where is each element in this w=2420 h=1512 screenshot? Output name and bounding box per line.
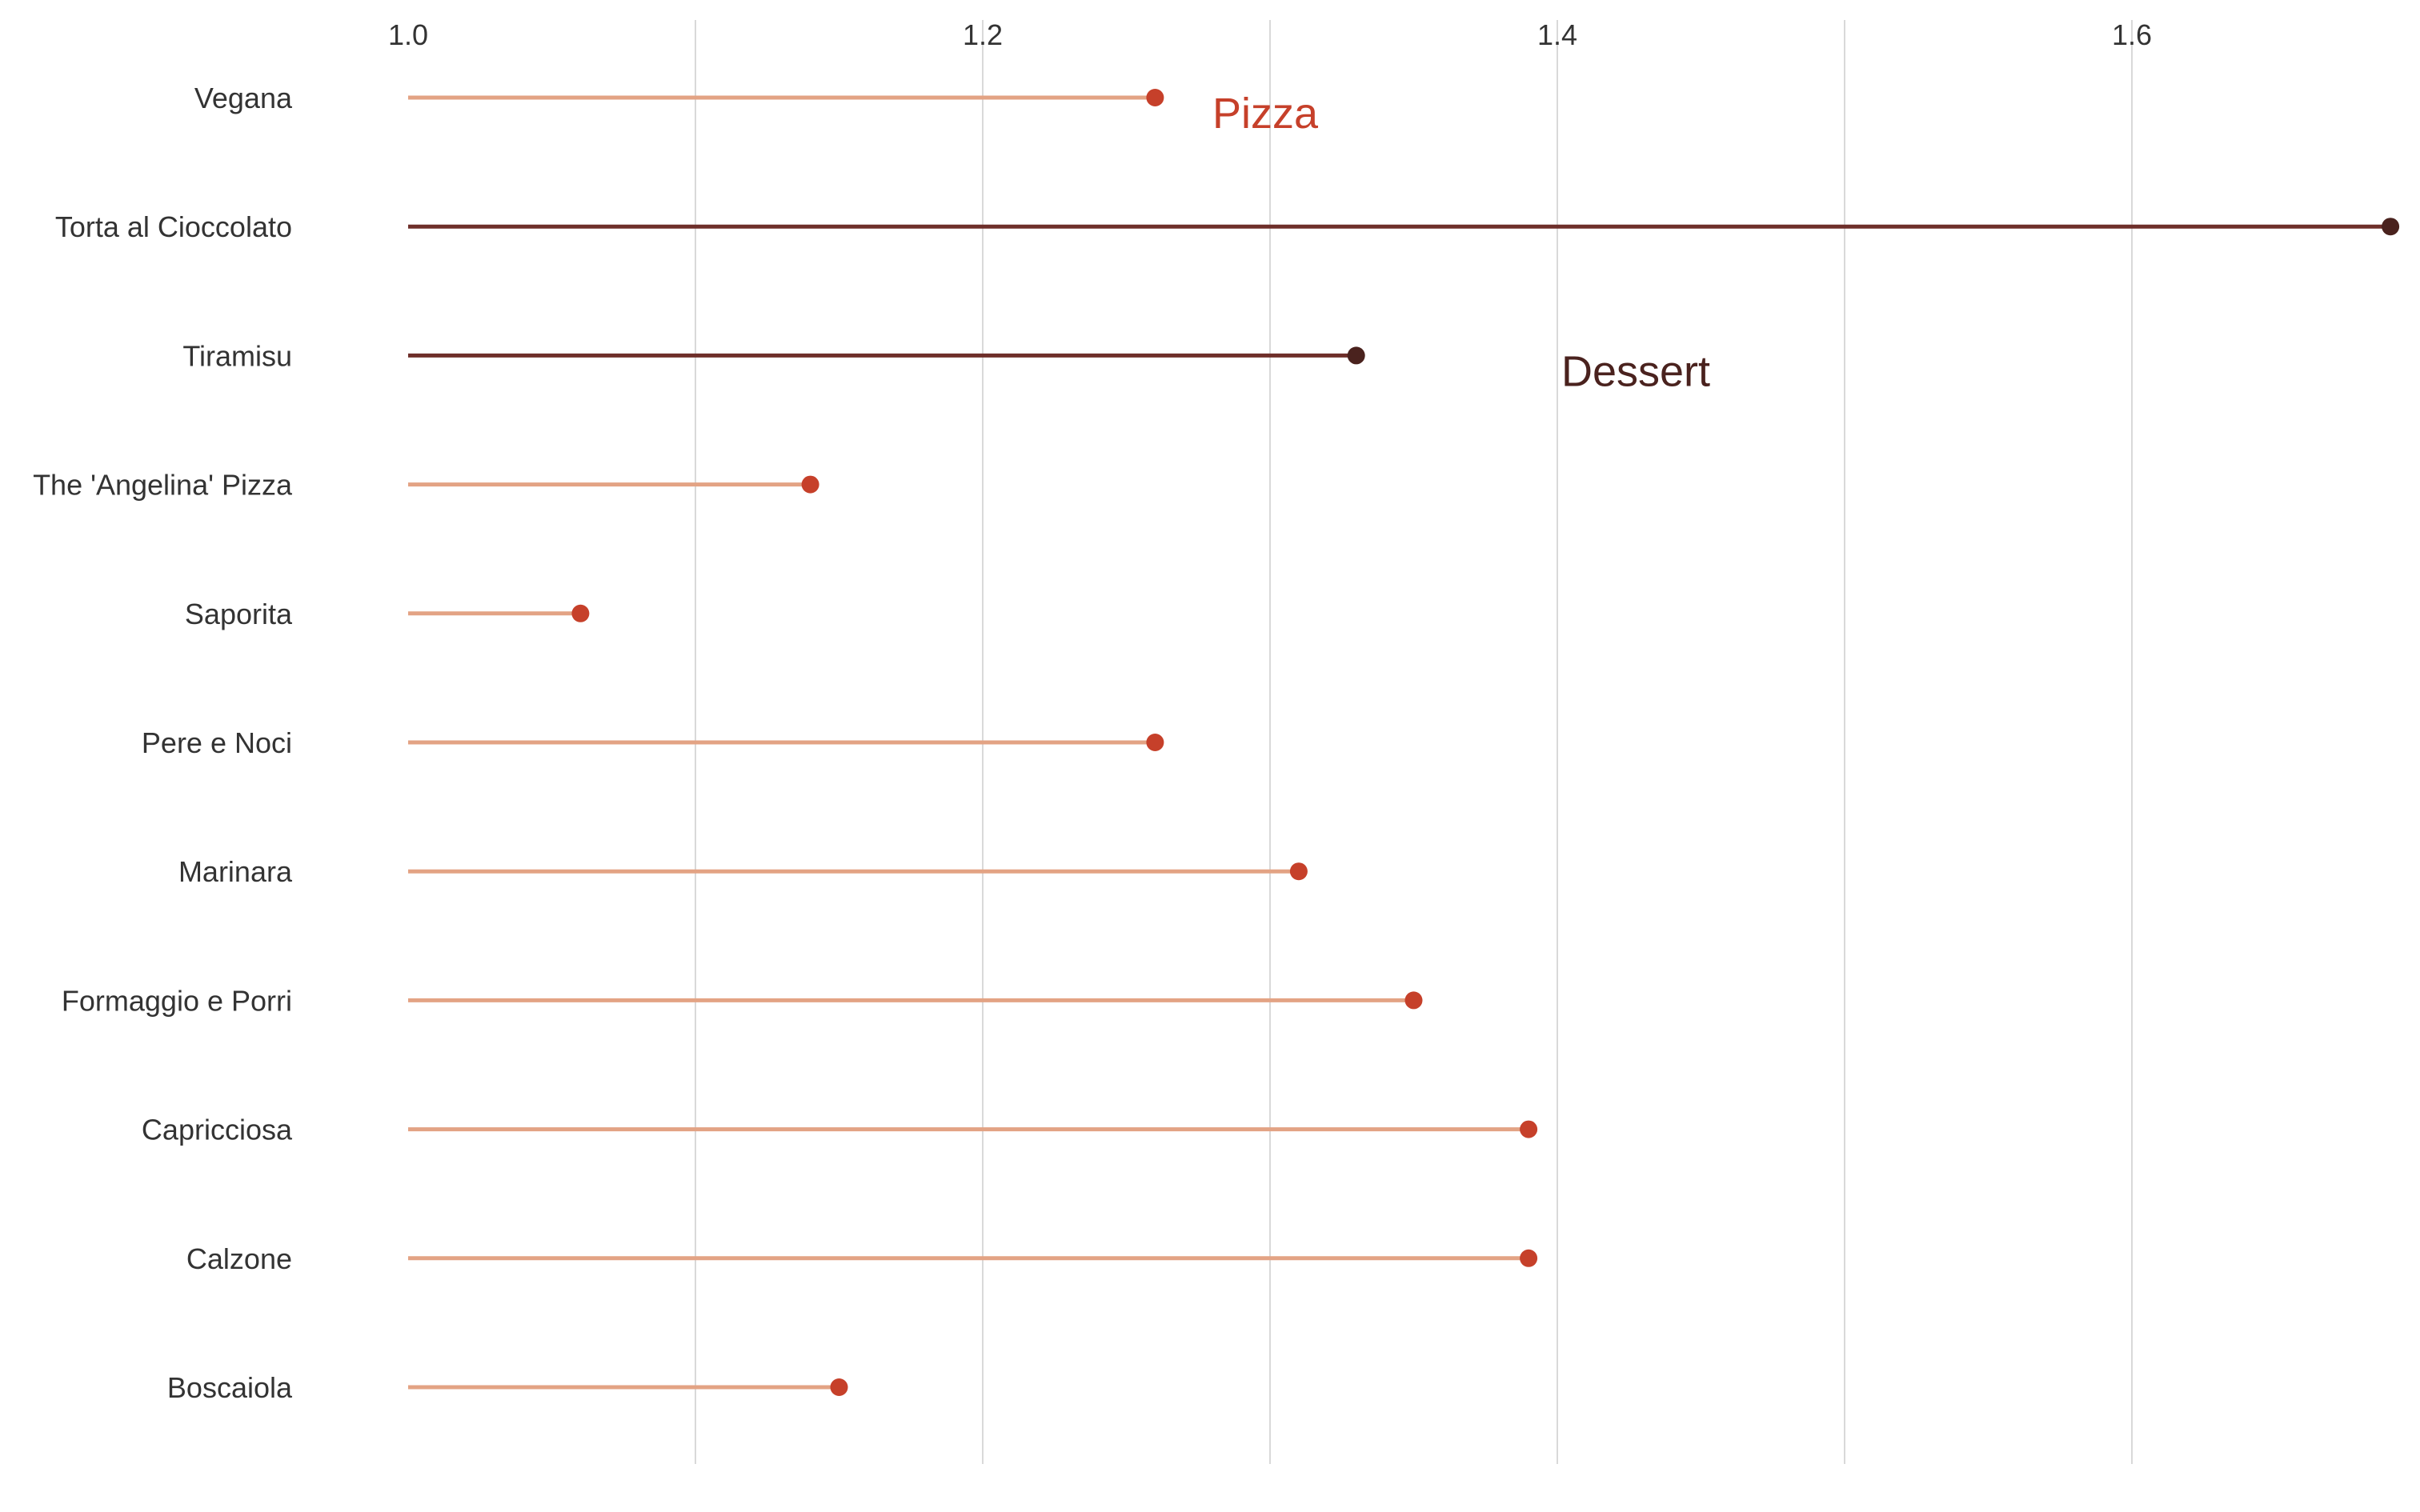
dot-pizza	[1289, 862, 1308, 881]
category-label: Saporita	[185, 598, 293, 630]
stems	[408, 95, 2391, 1390]
category-label: The 'Angelina' Pizza	[33, 469, 293, 502]
category-label: Tiramisu	[182, 339, 292, 372]
category-label: Capricciosa	[142, 1114, 293, 1146]
dot-pizza	[1404, 991, 1423, 1010]
dot-dessert	[1347, 346, 1365, 365]
category-label: Formaggio e Porri	[62, 984, 292, 1017]
category-labels: Vegana Torta al Cioccolato Tiramisu The 'An…	[33, 82, 293, 1404]
group-annotations: Pizza Dessert	[1212, 90, 1710, 395]
x-axis-ticks: 1.0 1.2 1.4 1.6	[388, 18, 2152, 51]
dot-pizza	[571, 604, 590, 622]
dot-dessert	[2382, 218, 2400, 236]
dot-pizza	[1520, 1120, 1538, 1138]
dots	[571, 89, 2400, 1396]
grid-lines	[695, 20, 2133, 1464]
category-label: Calzone	[186, 1242, 292, 1275]
category-label: Pere e Noci	[142, 726, 292, 759]
annotation-pizza: Pizza	[1212, 90, 1319, 138]
annotation-dessert: Dessert	[1561, 347, 1710, 395]
dot-pizza	[1146, 734, 1164, 751]
category-label: Boscaiola	[167, 1371, 293, 1404]
category-label: Marinara	[178, 855, 293, 888]
x-tick-label: 1.0	[388, 18, 428, 51]
category-label: Torta al Cioccolato	[55, 210, 292, 243]
category-label: Vegana	[194, 82, 293, 114]
dot-pizza	[1520, 1249, 1538, 1267]
dot-pizza	[830, 1378, 848, 1396]
x-tick-label: 1.4	[1537, 18, 1577, 51]
dot-pizza	[1146, 89, 1164, 106]
x-tick-label: 1.6	[2112, 18, 2152, 51]
x-tick-label: 1.2	[963, 18, 1003, 51]
dot-pizza	[801, 475, 819, 494]
